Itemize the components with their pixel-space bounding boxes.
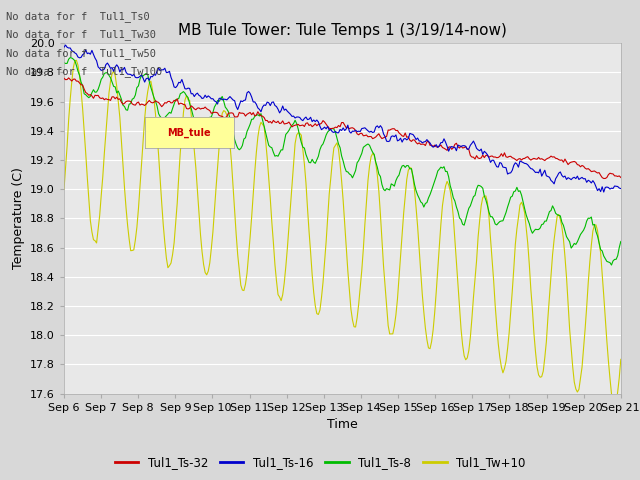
Text: No data for f  Tul1_Tw50: No data for f Tul1_Tw50 bbox=[6, 48, 156, 59]
Text: No data for f  Tul1_Ts0: No data for f Tul1_Ts0 bbox=[6, 11, 150, 22]
Text: No data for f  Tul1_Tw30: No data for f Tul1_Tw30 bbox=[6, 29, 156, 40]
X-axis label: Time: Time bbox=[327, 418, 358, 431]
Text: No data for f  Tul1_Tw100: No data for f Tul1_Tw100 bbox=[6, 66, 163, 77]
Legend: Tul1_Ts-32, Tul1_Ts-16, Tul1_Ts-8, Tul1_Tw+10: Tul1_Ts-32, Tul1_Ts-16, Tul1_Ts-8, Tul1_… bbox=[110, 452, 530, 474]
Title: MB Tule Tower: Tule Temps 1 (3/19/14-now): MB Tule Tower: Tule Temps 1 (3/19/14-now… bbox=[178, 23, 507, 38]
Y-axis label: Temperature (C): Temperature (C) bbox=[12, 168, 24, 269]
